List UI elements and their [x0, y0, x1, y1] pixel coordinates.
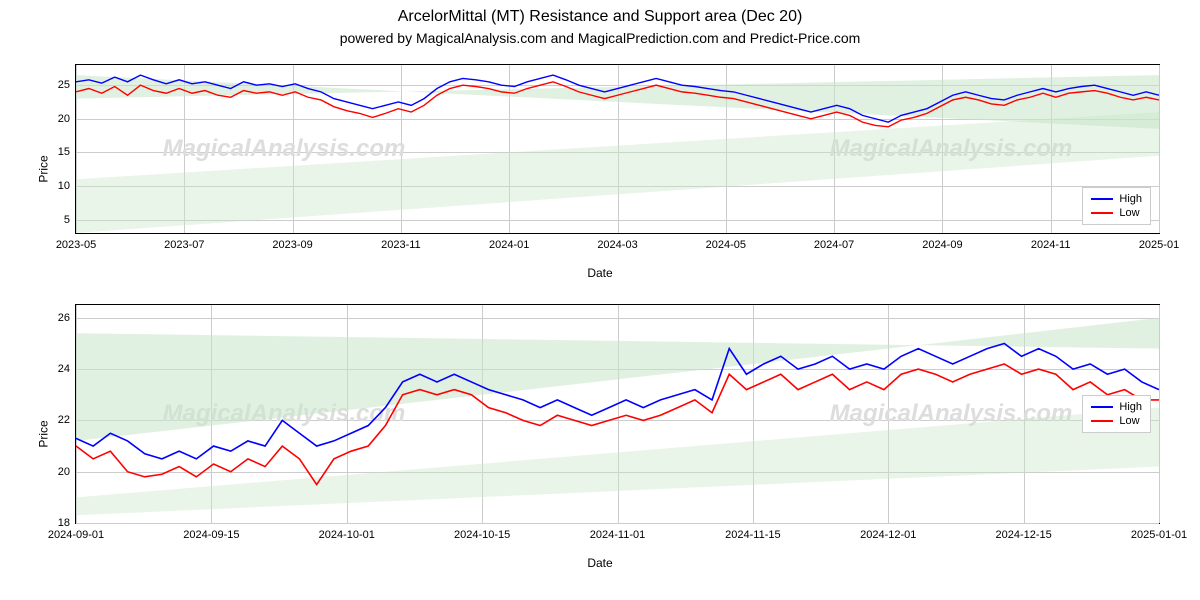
- plot-area-2: MagicalAnalysis.com MagicalAnalysis.com …: [75, 304, 1160, 524]
- xtick-label: 2023-11: [381, 233, 421, 251]
- ytick-label: 10: [58, 180, 76, 192]
- xtick-label: 2024-07: [814, 233, 854, 251]
- legend-item: High: [1091, 400, 1142, 414]
- xtick-label: 2024-10-01: [319, 523, 375, 541]
- ytick-label: 24: [58, 363, 76, 375]
- ylabel: Price: [37, 155, 51, 182]
- xtick-label: 2024-11-15: [725, 523, 780, 541]
- xtick-label: 2024-09-01: [48, 523, 104, 541]
- price-lines: [76, 65, 1159, 233]
- xtick-label: 2024-10-15: [454, 523, 510, 541]
- xtick-label: 2025-01-01: [1131, 523, 1187, 541]
- gridline: [1159, 305, 1160, 523]
- legend-swatch: [1091, 406, 1113, 408]
- chart-bottom: Price MagicalAnalysis.com MagicalAnalysi…: [20, 294, 1180, 574]
- xtick-label: 2024-11-01: [590, 523, 645, 541]
- xtick-label: 2024-05: [706, 233, 746, 251]
- legend-item: Low: [1091, 206, 1142, 220]
- xtick-label: 2023-07: [164, 233, 204, 251]
- legend-label: Low: [1119, 207, 1139, 219]
- ytick-label: 26: [58, 312, 76, 324]
- page-title: ArcelorMittal (MT) Resistance and Suppor…: [0, 0, 1200, 26]
- ytick-label: 5: [64, 214, 76, 226]
- xlabel: Date: [587, 266, 612, 280]
- xtick-label: 2024-01: [489, 233, 529, 251]
- legend: High Low: [1082, 187, 1151, 225]
- page-subtitle: powered by MagicalAnalysis.com and Magic…: [0, 26, 1200, 54]
- xtick-label: 2025-01: [1139, 233, 1179, 251]
- xtick-label: 2024-09-15: [183, 523, 239, 541]
- legend-label: High: [1119, 193, 1142, 205]
- ytick-label: 15: [58, 146, 76, 158]
- ytick-label: 22: [58, 414, 76, 426]
- legend-swatch: [1091, 420, 1113, 422]
- ytick-label: 20: [58, 113, 76, 125]
- xtick-label: 2023-09: [272, 233, 312, 251]
- xtick-label: 2024-11: [1031, 233, 1071, 251]
- xtick-label: 2023-05: [56, 233, 96, 251]
- gridline: [1159, 65, 1160, 233]
- ytick-label: 20: [58, 466, 76, 478]
- xtick-label: 2024-12-01: [860, 523, 916, 541]
- legend-swatch: [1091, 212, 1113, 214]
- xtick-label: 2024-03: [597, 233, 637, 251]
- xtick-label: 2024-09: [922, 233, 962, 251]
- plot-area-1: MagicalAnalysis.com MagicalAnalysis.com …: [75, 64, 1160, 234]
- xlabel: Date: [587, 556, 612, 570]
- legend-item: Low: [1091, 414, 1142, 428]
- legend-item: High: [1091, 192, 1142, 206]
- ytick-label: 25: [58, 79, 76, 91]
- legend-label: High: [1119, 401, 1142, 413]
- legend: High Low: [1082, 395, 1151, 433]
- chart-top: Price MagicalAnalysis.com MagicalAnalysi…: [20, 54, 1180, 284]
- legend-label: Low: [1119, 415, 1139, 427]
- price-lines: [76, 305, 1159, 523]
- legend-swatch: [1091, 198, 1113, 200]
- ylabel: Price: [37, 420, 51, 447]
- xtick-label: 2024-12-15: [995, 523, 1051, 541]
